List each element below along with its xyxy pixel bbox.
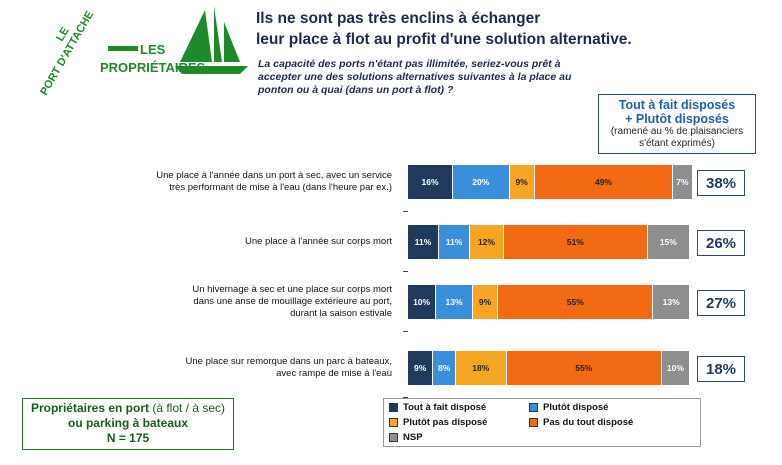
legend-label: Plutôt disposé xyxy=(543,402,609,413)
axis-tick xyxy=(403,331,408,332)
category-label: Un hivernage à sec et une place sur corp… xyxy=(192,284,392,319)
data-label: 9% xyxy=(478,297,492,307)
data-label: 55% xyxy=(566,297,584,307)
total-label: 27% xyxy=(705,294,737,312)
total-label: 18% xyxy=(705,360,737,378)
bar-segment: 55% xyxy=(506,351,662,385)
bar-segment: 11% xyxy=(439,225,471,259)
legend-label: Pas du tout disposé xyxy=(543,417,634,428)
total-header: Tout à fait disposés + Plutôt disposés (… xyxy=(598,94,756,154)
data-label: 13% xyxy=(662,297,680,307)
legend-swatch xyxy=(529,418,538,427)
category-label: Une place sur remorque dans un parc à ba… xyxy=(185,356,393,379)
legend-swatch xyxy=(529,403,538,412)
bar-segment: 51% xyxy=(503,225,648,259)
category-label: Une place à l'année sur corps mort xyxy=(244,236,392,247)
data-label: 9% xyxy=(515,177,528,187)
legend-swatch xyxy=(389,433,398,442)
axis xyxy=(407,160,408,400)
data-label: 12% xyxy=(477,237,495,247)
total-header-note: (ramené au % de plaisanciers s'étant exp… xyxy=(610,126,744,149)
logo-text: PROPRIÉTAIRES xyxy=(100,60,206,75)
logo-bar xyxy=(108,46,138,51)
subtitle: La capacité des ports n'étant pas illimi… xyxy=(258,58,572,96)
logo-text: LES xyxy=(140,42,166,57)
bar-segment: 20% xyxy=(453,165,510,199)
legend: Tout à fait disposé Plutôt disposé Plutôt … xyxy=(383,398,701,447)
bar-segment: 16% xyxy=(408,165,454,199)
bar-segment: 9% xyxy=(408,351,434,385)
bar-segment: 49% xyxy=(534,165,674,199)
total-header-title: Tout à fait disposés + Plutôt disposés xyxy=(618,98,736,126)
sample-n: N = 175 xyxy=(106,431,150,445)
bar-segment: 11% xyxy=(408,225,440,259)
legend-swatch xyxy=(389,403,398,412)
hull xyxy=(175,66,248,74)
bar-segment: 13% xyxy=(653,285,690,319)
sail xyxy=(180,10,212,62)
total-box: 27% xyxy=(697,290,745,316)
data-label: 51% xyxy=(566,237,584,247)
legend-swatch xyxy=(389,418,398,427)
legend-label: Tout à fait disposé xyxy=(403,402,487,413)
bar-segment: 15% xyxy=(647,225,690,259)
legend-item: NSP xyxy=(389,432,423,443)
bar-segment: 8% xyxy=(433,351,456,385)
sample-detail: (à flot / à sec) xyxy=(152,401,226,415)
bar-segment: 9% xyxy=(509,165,535,199)
data-label: 20% xyxy=(472,177,490,187)
title-line: leur place à flot au profit d'une soluti… xyxy=(256,31,632,48)
data-label: 15% xyxy=(659,237,677,247)
legend-item: Plutôt pas disposé xyxy=(389,417,487,428)
data-label: 10% xyxy=(666,363,684,373)
data-label: 11% xyxy=(445,237,463,247)
total-label: 26% xyxy=(705,234,737,252)
bar-segment: 13% xyxy=(436,285,473,319)
data-label: 10% xyxy=(413,297,431,307)
data-label: 55% xyxy=(575,363,593,373)
sail xyxy=(224,22,240,62)
bar-segment: 55% xyxy=(498,285,654,319)
axis-tick xyxy=(403,271,408,272)
data-label: 11% xyxy=(414,237,432,247)
sample-label: ou parking à bateaux xyxy=(67,416,189,430)
title: Ils ne sont pas très enclins à échanger … xyxy=(256,8,632,50)
sample-label: Propriétaires en port xyxy=(30,401,149,415)
bar-segment: 10% xyxy=(661,351,690,385)
bar-segment: 10% xyxy=(408,285,437,319)
legend-item: Pas du tout disposé xyxy=(529,417,633,428)
data-label: 9% xyxy=(414,363,427,373)
data-label: 7% xyxy=(676,177,689,187)
bar-segment: 18% xyxy=(455,351,507,385)
legend-item: Tout à fait disposé xyxy=(389,402,486,413)
legend-label: NSP xyxy=(403,432,423,443)
sample-box: Propriétaires en port (à flot / à sec) o… xyxy=(22,398,234,450)
axis-tick xyxy=(403,211,408,212)
category-label: Une place à l'année dans un port à sec, … xyxy=(156,170,392,193)
total-label: 38% xyxy=(705,174,737,192)
data-label: 8% xyxy=(438,363,451,373)
logo: LES PROPRIÉTAIRES LE PORT D'ATTACHE xyxy=(38,6,248,98)
total-box: 26% xyxy=(697,230,745,256)
data-label: 16% xyxy=(421,177,439,187)
data-label: 13% xyxy=(445,297,463,307)
legend-item: Plutôt disposé xyxy=(529,402,608,413)
bar-segment: 7% xyxy=(673,165,693,199)
axis-tick xyxy=(403,397,408,398)
bar-segment: 12% xyxy=(470,225,504,259)
bar-segment: 9% xyxy=(472,285,499,319)
title-line: Ils ne sont pas très enclins à échanger xyxy=(256,10,541,27)
data-label: 18% xyxy=(472,363,490,373)
legend-label: Plutôt pas disposé xyxy=(403,417,488,428)
logo-text: PORT D'ATTACHE xyxy=(38,9,96,97)
total-box: 18% xyxy=(697,356,745,382)
total-box: 38% xyxy=(697,170,745,196)
data-label: 49% xyxy=(594,177,612,187)
sail xyxy=(214,6,222,62)
